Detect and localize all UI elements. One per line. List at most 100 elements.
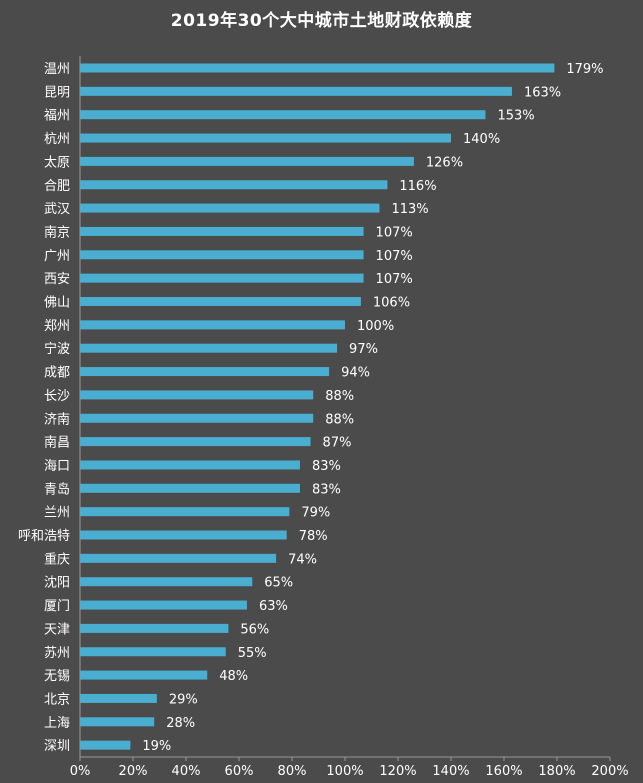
value-label: 65% [264,576,293,591]
x-tick-label: 180% [538,764,575,779]
bar [80,740,131,750]
category-label: 长沙 [44,389,70,404]
category-label: 福州 [44,109,70,124]
bar [80,553,277,563]
bar [80,460,300,470]
bar [80,367,330,377]
bar [80,600,247,610]
x-tick-label: 200% [591,764,628,779]
category-label: 广州 [44,249,70,264]
bar [80,156,414,166]
bar [80,390,314,400]
category-label: 无锡 [44,669,70,684]
category-label: 海口 [44,459,70,474]
category-label: 佛山 [44,296,70,311]
x-tick-label: 40% [172,764,201,779]
category-label: 上海 [44,716,70,731]
category-label: 济南 [44,411,70,427]
value-label: 126% [426,155,463,170]
bar [80,647,226,657]
bar [80,297,361,306]
value-label: 48% [219,669,248,684]
x-tick-label: 120% [379,764,416,779]
category-label: 青岛 [44,481,70,497]
value-label: 107% [376,225,413,240]
value-label: 100% [357,319,394,334]
bar [80,250,364,260]
bar [80,203,380,213]
x-tick-label: 140% [432,764,469,779]
bar [80,623,229,633]
value-label: 78% [299,529,328,544]
bar [80,483,300,493]
value-label: 94% [341,366,370,381]
category-label: 西安 [44,272,70,287]
bar [80,437,311,447]
bar [80,507,290,517]
value-label: 55% [238,646,267,661]
value-label: 87% [323,436,352,451]
bar [80,320,345,330]
value-label: 83% [312,459,341,474]
value-label: 56% [240,622,269,637]
category-label: 呼和浩特 [18,529,70,544]
category-label: 重庆 [44,551,70,567]
bar [80,343,338,353]
bar [80,63,555,73]
category-label: 杭州 [44,132,70,147]
bar [80,717,155,727]
value-label: 28% [166,716,195,731]
value-label: 107% [376,272,413,287]
category-label: 郑州 [44,319,70,334]
category-label: 成都 [44,366,70,381]
bar [80,226,364,236]
category-label: 南京 [44,224,70,240]
value-label: 29% [169,692,198,707]
x-tick-label: 60% [225,764,254,779]
x-tick-label: 80% [278,764,307,779]
bar [80,577,253,587]
value-label: 19% [142,739,171,754]
bar [80,273,364,283]
value-label: 140% [463,132,500,147]
value-label: 116% [399,179,436,194]
x-tick-label: 100% [326,764,363,779]
value-label: 88% [325,389,354,404]
category-label: 南昌 [44,435,70,451]
value-label: 179% [566,62,603,77]
bar [80,133,451,143]
category-label: 天津 [44,622,70,637]
category-label: 昆明 [44,85,70,100]
value-label: 79% [301,506,330,521]
value-label: 107% [376,249,413,264]
bar [80,413,314,423]
category-label: 深圳 [44,739,70,754]
value-label: 63% [259,599,288,614]
x-tick-label: 160% [485,764,522,779]
value-label: 153% [497,109,534,124]
x-tick-label: 0% [70,764,91,779]
value-label: 88% [325,412,354,427]
bar [80,670,208,680]
category-label: 太原 [44,155,70,170]
value-label: 163% [524,85,561,100]
value-label: 106% [373,296,410,311]
bar [80,693,157,703]
category-label: 合肥 [44,179,70,194]
category-label: 兰州 [44,506,70,521]
bar [80,110,486,120]
category-label: 宁波 [44,341,70,357]
bar [80,530,287,540]
category-label: 厦门 [44,599,70,614]
bar [80,180,388,190]
category-label: 北京 [44,692,70,707]
bar [80,86,512,96]
category-label: 温州 [44,62,70,77]
value-label: 97% [349,342,378,357]
chart-title: 2019年30个大中城市土地财政依赖度 [170,11,473,31]
value-label: 83% [312,482,341,497]
category-label: 苏州 [44,645,70,661]
category-label: 武汉 [44,202,70,217]
